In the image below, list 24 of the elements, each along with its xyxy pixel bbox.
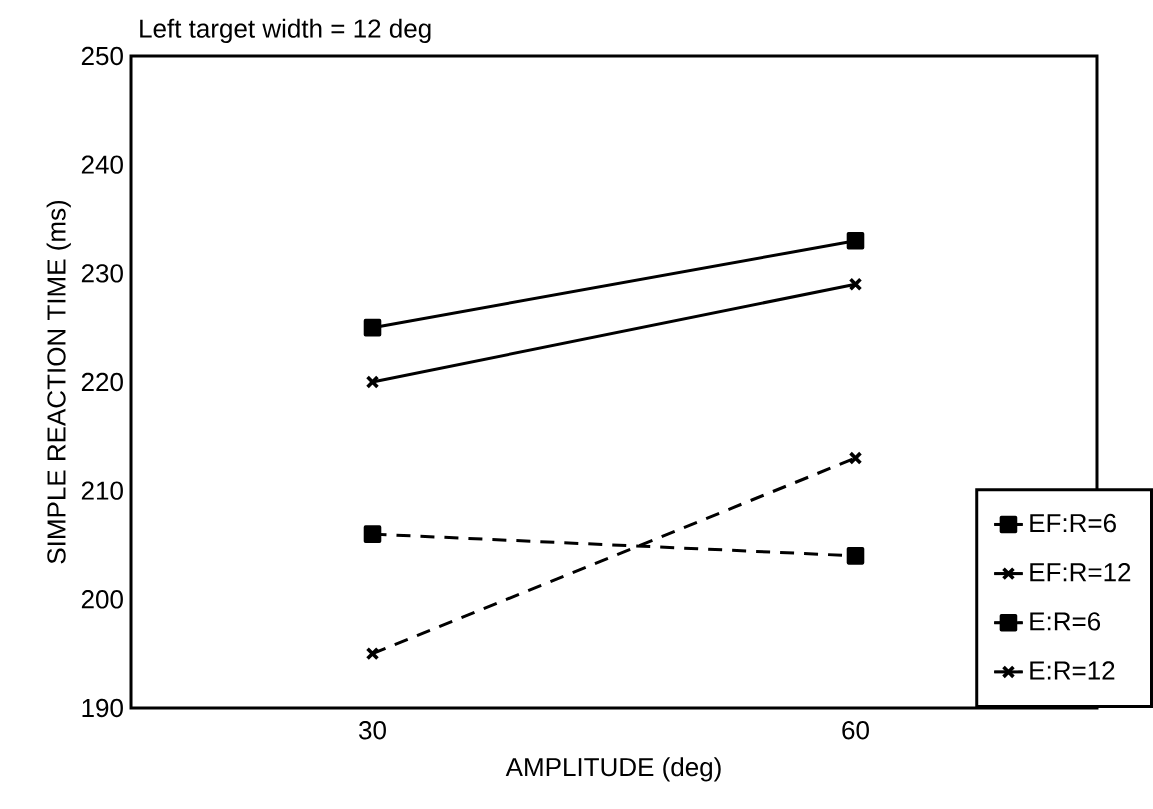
y-tick-label: 220 bbox=[81, 372, 123, 392]
point bbox=[363, 318, 382, 337]
point bbox=[846, 231, 865, 250]
point bbox=[365, 375, 380, 389]
x-axis-title: AMPLITUDE (deg) bbox=[505, 757, 721, 782]
chart-title: Left target width = 12 deg bbox=[140, 18, 431, 43]
point bbox=[846, 547, 865, 565]
x-tick-label: 30 bbox=[359, 721, 386, 740]
point bbox=[848, 277, 863, 291]
point bbox=[365, 646, 380, 661]
y-tick-label: 230 bbox=[81, 264, 123, 283]
y-tick-label: 210 bbox=[81, 481, 123, 500]
legend-label: E:R=12 bbox=[1030, 661, 1115, 680]
x-tick-label: 60 bbox=[842, 721, 869, 740]
legend-label: E:R=6 bbox=[1030, 612, 1101, 631]
y-tick-label: 200 bbox=[81, 590, 123, 609]
point bbox=[848, 451, 863, 465]
y-tick-label: 240 bbox=[81, 155, 123, 174]
point bbox=[363, 525, 382, 543]
y-tick-label: 190 bbox=[82, 698, 123, 718]
y-tick-label: 250 bbox=[81, 46, 123, 66]
y-axis-title: SIMPLE REACTION TIME (ms) bbox=[46, 200, 71, 564]
legend-label: EF:R=12 bbox=[1030, 563, 1131, 582]
legend-label: EF:R=6 bbox=[1030, 513, 1116, 533]
